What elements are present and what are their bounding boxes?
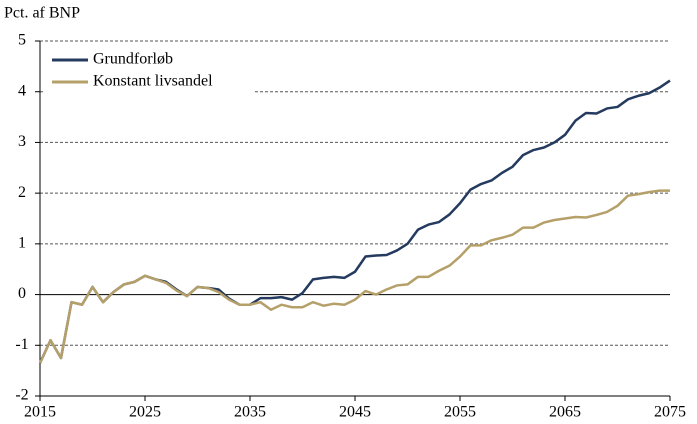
y-tick-label: -1 bbox=[15, 336, 28, 353]
y-tick-label: 1 bbox=[18, 235, 26, 252]
line-series bbox=[38, 79, 671, 364]
x-tick-label: 2025 bbox=[129, 404, 161, 421]
x-tick-label: 2015 bbox=[24, 404, 56, 421]
x-tick-label: 2065 bbox=[549, 404, 581, 421]
y-axis-label: Pct. af BNP bbox=[4, 5, 80, 22]
y-tick-label: 4 bbox=[18, 82, 26, 99]
x-tick-label: 2075 bbox=[654, 404, 686, 421]
y-tick-label: 0 bbox=[18, 285, 26, 302]
y-tick-label: 5 bbox=[18, 32, 26, 49]
x-tick-label: 2035 bbox=[234, 404, 266, 421]
x-tick-label: 2055 bbox=[444, 404, 476, 421]
y-tick-label: 2 bbox=[18, 184, 26, 201]
y-tick-label: -2 bbox=[15, 387, 28, 404]
legend-label: Konstant livsandel bbox=[93, 73, 213, 90]
x-tick-label: 2045 bbox=[339, 404, 371, 421]
y-tick-label: 3 bbox=[18, 133, 26, 150]
legend-label: Grundforløb bbox=[93, 51, 173, 68]
line-series bbox=[38, 189, 670, 364]
legend-box bbox=[45, 45, 255, 97]
